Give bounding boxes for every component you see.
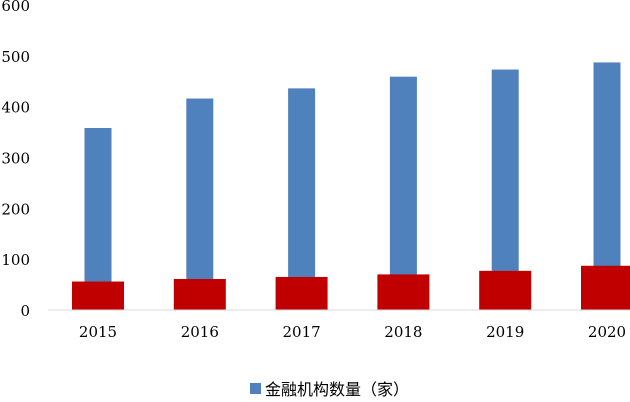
x-axis-ticks: 2015 2016 2017 2018 2019 2020 bbox=[79, 323, 626, 341]
y-tick-label: 500 bbox=[1, 48, 30, 66]
bar-blue bbox=[186, 98, 214, 311]
bar-blue bbox=[491, 69, 519, 310]
y-tick-label: 300 bbox=[1, 150, 30, 168]
x-tick-label: 2020 bbox=[588, 323, 626, 341]
legend: 金融机构数量（家） bbox=[250, 380, 409, 399]
y-tick-label: 600 bbox=[1, 0, 30, 15]
series-blue-bars bbox=[84, 62, 621, 311]
bar-red bbox=[72, 281, 124, 310]
x-tick-label: 2015 bbox=[79, 323, 117, 341]
series-red-bars bbox=[72, 265, 630, 310]
bar-red bbox=[377, 274, 430, 310]
bar-red bbox=[479, 270, 532, 310]
bar-blue bbox=[288, 88, 316, 310]
y-axis-ticks: 0 100 200 300 400 500 600 bbox=[1, 0, 30, 320]
legend-swatch-blue bbox=[250, 383, 261, 394]
x-tick-label: 2018 bbox=[384, 323, 422, 341]
bar-blue bbox=[389, 76, 417, 310]
x-tick-label: 2016 bbox=[181, 323, 219, 341]
x-tick-label: 2017 bbox=[283, 323, 321, 341]
y-tick-label: 400 bbox=[1, 99, 30, 117]
x-tick-label: 2019 bbox=[486, 323, 524, 341]
bar-red bbox=[275, 276, 328, 310]
y-tick-label: 100 bbox=[1, 251, 30, 269]
bar-red bbox=[581, 265, 630, 310]
bar-red bbox=[173, 278, 226, 310]
y-tick-label: 200 bbox=[1, 200, 30, 218]
y-tick-label: 0 bbox=[20, 302, 30, 320]
bar-blue bbox=[84, 128, 112, 310]
legend-label: 金融机构数量（家） bbox=[265, 380, 409, 399]
